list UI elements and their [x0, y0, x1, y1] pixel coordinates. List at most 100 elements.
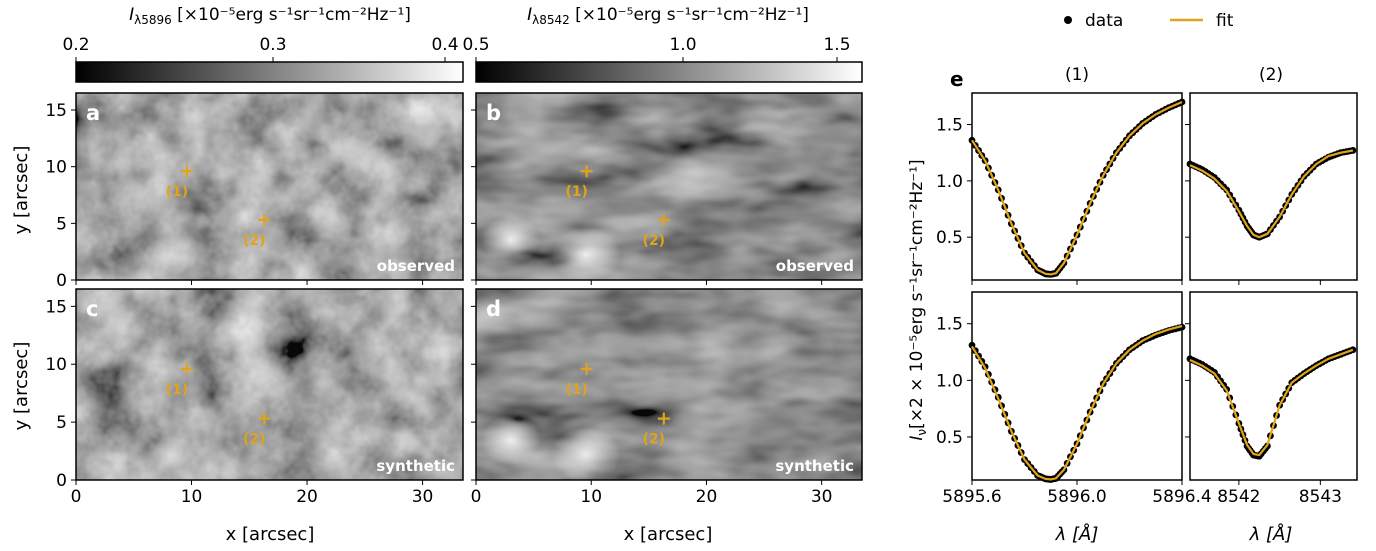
colorbar-ca-tick: 1.0 [669, 35, 696, 55]
y-tick-label: 15 [45, 297, 67, 317]
x-tick-label: 30 [811, 487, 833, 507]
profile-panel-row2-col2: 8542 8543 [1185, 291, 1358, 507]
map-label: observed [776, 257, 854, 275]
colorbar-ca-bar [475, 61, 863, 83]
profile-panel-row1-col1: 0.5 1.0 1.5 [936, 92, 1186, 285]
profile-xlabel-1: λ [Å] [1055, 523, 1099, 545]
bright-region [551, 427, 621, 483]
y-tick-label: 0.5 [936, 228, 963, 248]
legend: data fit [1064, 11, 1234, 31]
map-frame [75, 288, 464, 481]
fit-line [971, 324, 1183, 481]
profile-col-title-1: (1) [1065, 65, 1089, 85]
profile-panel-row2-col1: 0.5 1.0 1.5 5895.6 5896.0 5896.4 [936, 291, 1212, 507]
x-tick-label: 5895.6 [942, 487, 1001, 507]
map-ylabel-bottom: y [arcsec] [11, 342, 32, 431]
y-tick-label: 15 [45, 101, 67, 121]
map-panel-d: d synthetic (1) (2) 0 10 20 30 [471, 288, 863, 507]
profile-ylabel: Iν[×2 × 10⁻⁵erg s⁻¹sr⁻¹cm⁻²Hz⁻¹] [907, 159, 929, 440]
y-tick-label: 0.5 [936, 428, 963, 448]
colorbar-ca: Iλ8542 [×10⁻⁵erg s⁻¹sr⁻¹cm⁻²Hz⁻¹] 0.5 1.… [462, 5, 863, 83]
marker-label: (2) [243, 432, 266, 448]
x-tick-label: 30 [412, 487, 434, 507]
fit-line [971, 100, 1183, 276]
map-frame [475, 92, 863, 281]
map-xlabel-left: x [arcsec] [226, 524, 315, 545]
panel-letter: c [86, 297, 98, 321]
panel-letter: b [486, 101, 501, 125]
map-texture [476, 93, 862, 280]
marker-label: (1) [565, 184, 588, 200]
fit-line [1189, 348, 1354, 457]
bright-region [481, 415, 541, 465]
colorbar-ca-label: Iλ8542 [×10⁻⁵erg s⁻¹sr⁻¹cm⁻²Hz⁻¹] [527, 5, 809, 27]
y-tick-label: 5 [56, 214, 67, 234]
map-panel-b: b observed (1) (2) [471, 92, 863, 285]
x-tick-label: 5896.4 [1152, 487, 1211, 507]
map-texture [476, 289, 862, 480]
colorbar-na-label: Iλ5896 [×10⁻⁵erg s⁻¹sr⁻¹cm⁻²Hz⁻¹] [129, 5, 411, 27]
map-label: synthetic [775, 457, 854, 475]
map-ylabel-top: y [arcsec] [11, 146, 32, 235]
marker-label: (2) [643, 233, 666, 249]
y-tick-label: 1.0 [936, 172, 963, 192]
x-tick-label: 5896.0 [1047, 487, 1106, 507]
x-tick-label: 10 [580, 487, 602, 507]
colorbar-na-tick: 0.2 [62, 35, 89, 55]
map-label: observed [377, 257, 455, 275]
y-tick-label: 10 [45, 158, 67, 178]
map-panel-c: c synthetic (1) (2) 0 10 20 30 0 5 10 15 [45, 288, 464, 507]
x-tick-label: 0 [71, 487, 82, 507]
panel-letter: a [86, 101, 100, 125]
y-tick-label: 1.0 [936, 371, 963, 391]
bright-region [551, 227, 621, 283]
map-frame [75, 92, 464, 281]
profile-panel-row1-col2 [1185, 92, 1358, 285]
marker-label: (1) [565, 382, 588, 398]
x-tick-label: 20 [696, 487, 718, 507]
map-panels: a observed (1) (2) 0 5 10 15 b observed (1) (2) c syn… [45, 92, 863, 507]
legend-fit-label: fit [1216, 11, 1234, 31]
legend-data-label: data [1085, 11, 1123, 31]
bright-region [143, 435, 199, 475]
x-tick-label: 10 [181, 487, 203, 507]
x-tick-label: 0 [471, 487, 482, 507]
x-tick-label: 8542 [1217, 487, 1260, 507]
profile-col-title-2: (2) [1259, 65, 1283, 85]
colorbar-na-tick: 0.3 [259, 35, 286, 55]
y-tick-label: 10 [45, 355, 67, 375]
data-point [1349, 147, 1357, 154]
map-texture [76, 93, 463, 280]
map-texture [76, 289, 463, 480]
colorbar-na-bar [75, 61, 464, 83]
map-xlabel-right: x [arcsec] [624, 524, 713, 545]
colorbar-ca-tick: 1.5 [823, 35, 850, 55]
colorbar-ca-tick: 0.5 [462, 35, 489, 55]
colorbar-na: Iλ5896 [×10⁻⁵erg s⁻¹sr⁻¹cm⁻²Hz⁻¹] 0.2 0.… [62, 5, 464, 83]
fit-line [1189, 149, 1354, 239]
map-frame [475, 288, 863, 481]
marker-label: (1) [166, 382, 189, 398]
bright-region [481, 215, 541, 265]
marker-label: (2) [243, 233, 266, 249]
map-label: synthetic [376, 457, 455, 475]
y-tick-label: 5 [56, 413, 67, 433]
legend-data-marker [1064, 16, 1072, 24]
profile-frame [1189, 291, 1358, 481]
x-tick-label: 20 [296, 487, 318, 507]
marker-label: (2) [643, 432, 666, 448]
x-tick-label: 8543 [1299, 487, 1342, 507]
y-tick-label: 1.5 [936, 116, 963, 136]
bright-region [143, 235, 199, 275]
data-point [968, 341, 976, 349]
colorbar-na-tick: 0.4 [431, 35, 458, 55]
map-panel-a: a observed (1) (2) 0 5 10 15 [45, 92, 464, 291]
y-tick-label: 0 [56, 471, 67, 491]
marker-label: (1) [166, 184, 189, 200]
profile-frame [971, 291, 1183, 481]
panel-letter: d [486, 297, 501, 321]
panel-letter-e: e [950, 67, 964, 91]
y-tick-label: 0 [56, 271, 67, 291]
